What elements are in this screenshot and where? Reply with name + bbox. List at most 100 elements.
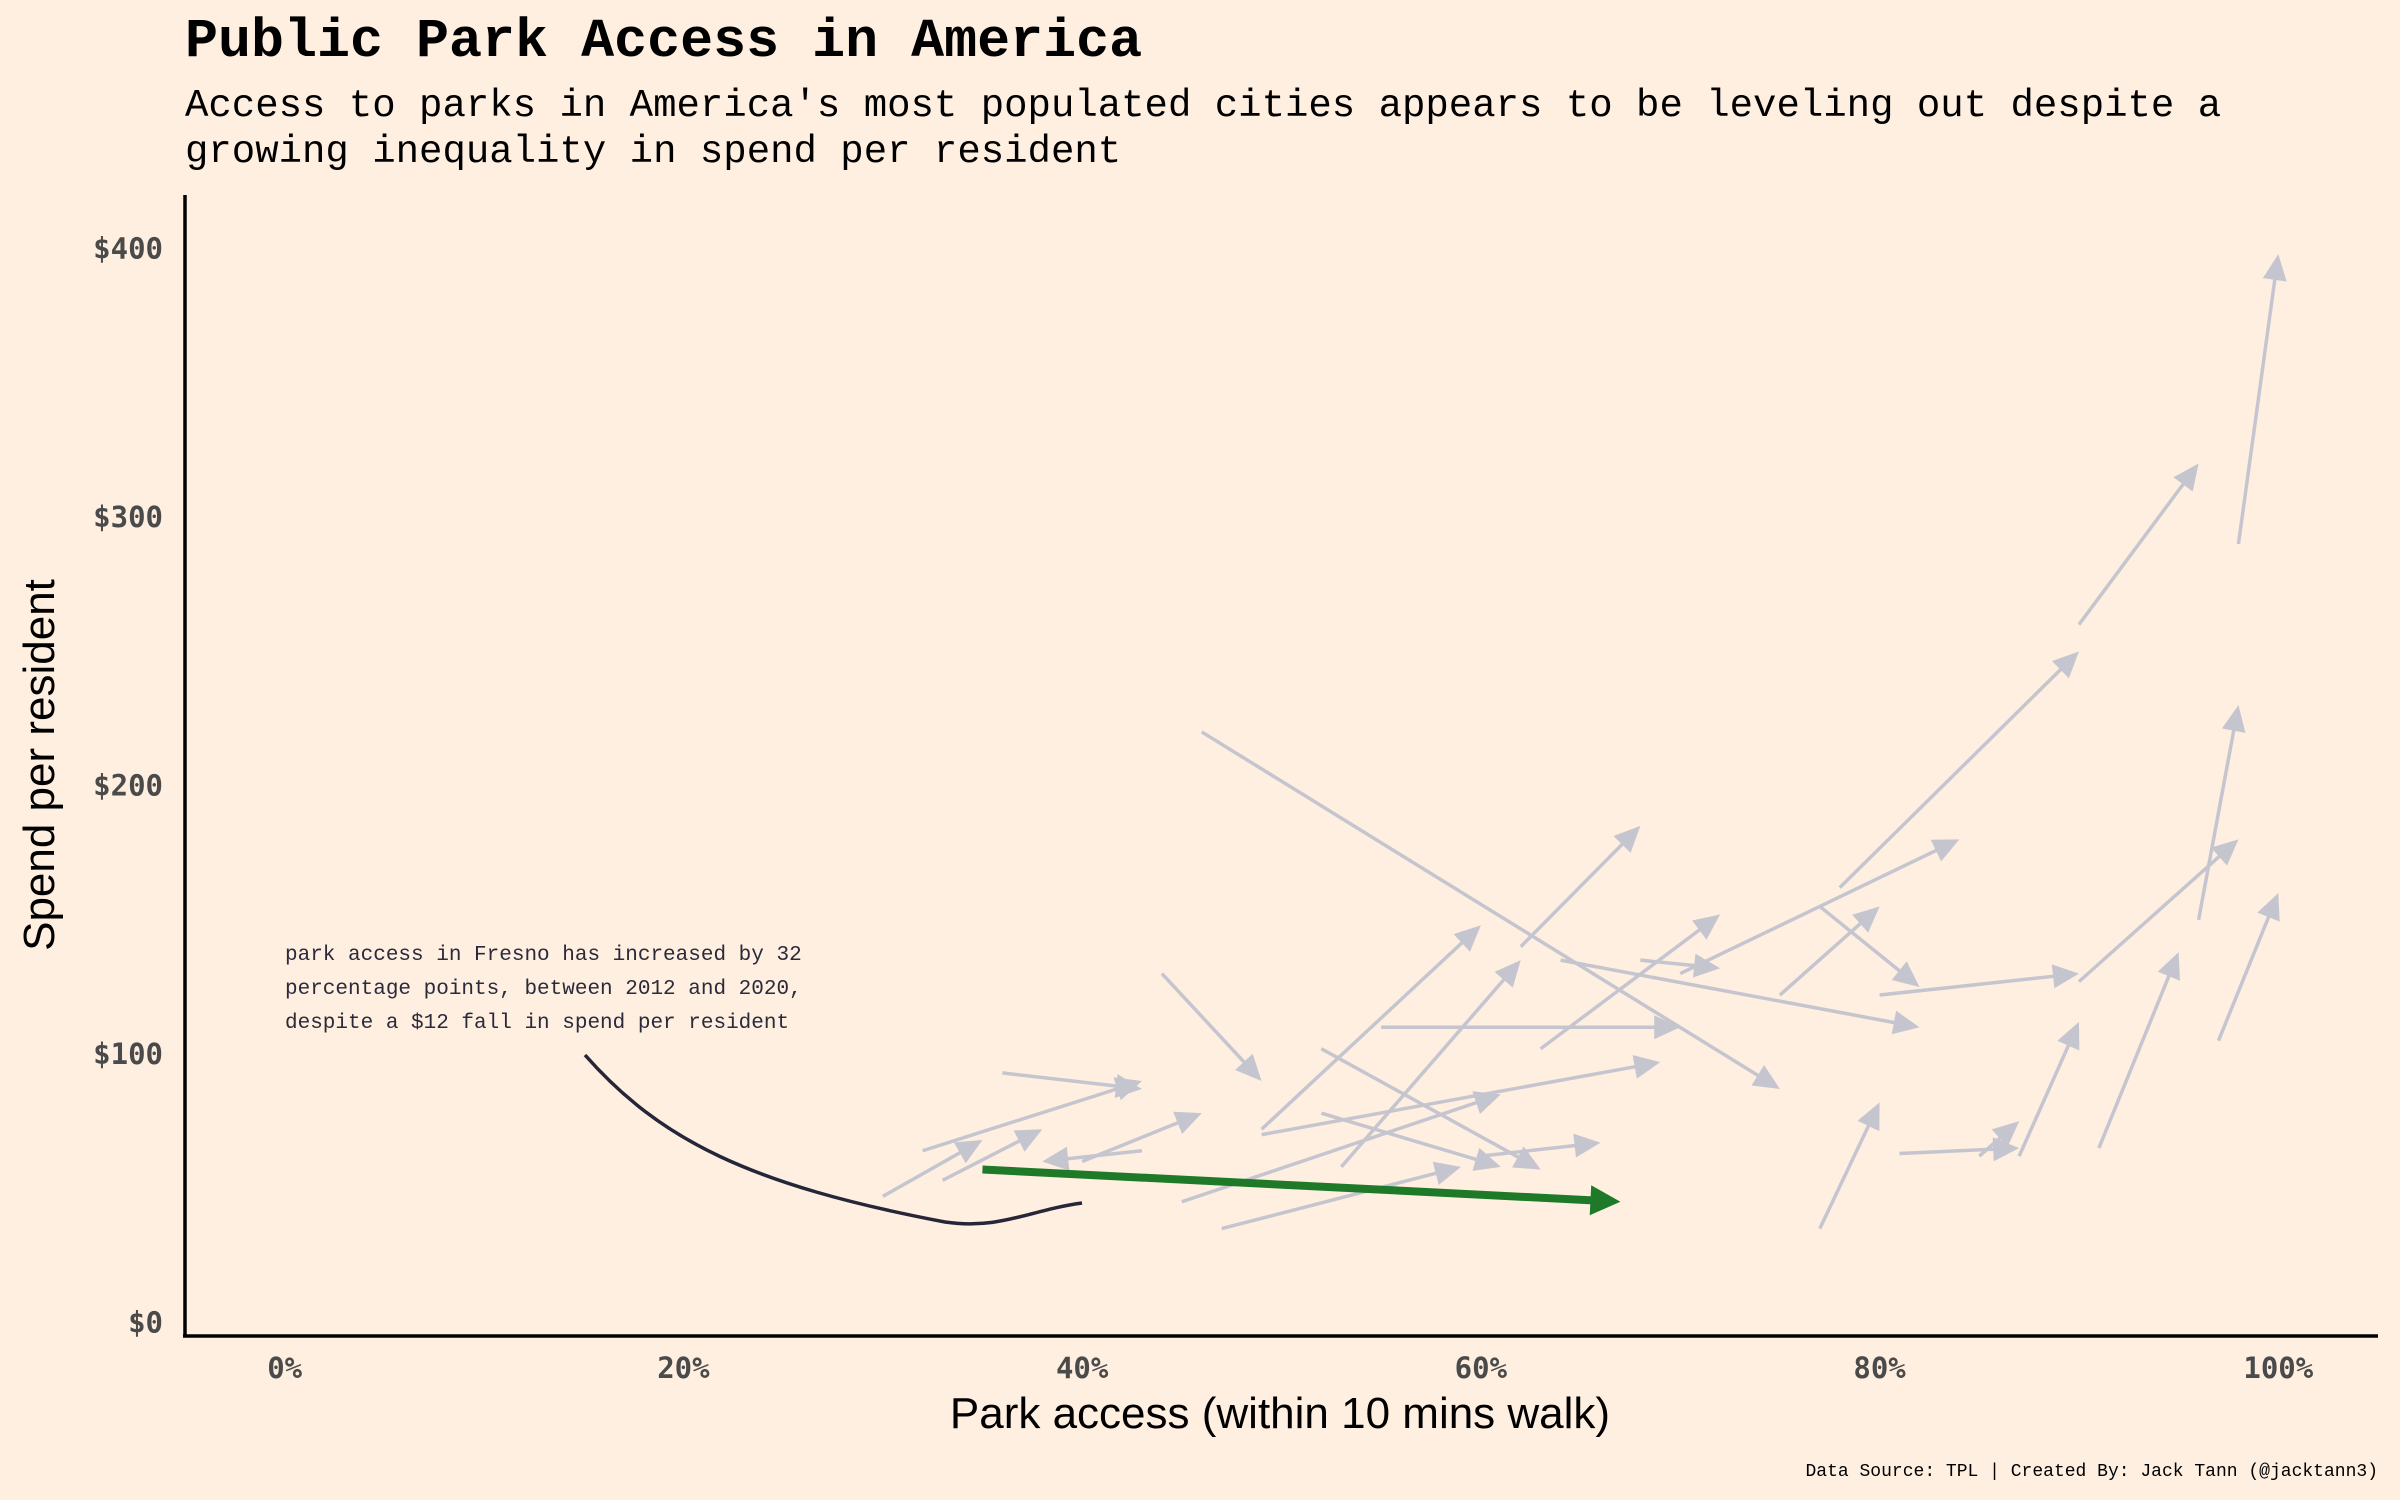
city-arrow-6-shaft	[2017, 1043, 2071, 1157]
city-arrow-2-head	[2052, 651, 2079, 679]
city-arrow-7-shaft	[2077, 854, 2222, 983]
city-arrow-16-head	[1654, 1015, 1681, 1040]
city-arrow-33-shaft	[1818, 1123, 1871, 1230]
chart-title: Public Park Access in America	[185, 10, 1143, 73]
city-arrow-2	[1838, 651, 2079, 889]
city-arrow-12-head	[1891, 1010, 1920, 1035]
city-arrow-15	[1519, 825, 1641, 948]
city-arrow-26-head	[1432, 1161, 1461, 1185]
city-arrow-5-head	[2157, 952, 2180, 981]
city-arrow-18-head	[1453, 925, 1481, 952]
city-arrow-34-head	[1992, 1137, 2020, 1162]
city-arrow-2-shaft	[1838, 667, 2064, 889]
axes-layer	[183, 195, 2378, 1338]
city-arrow-34-shaft	[1899, 1147, 1996, 1156]
city-arrow-8-shaft	[1879, 974, 2056, 997]
city-arrow-11-head	[1930, 839, 1960, 862]
city-arrow-10-head	[1852, 906, 1880, 933]
city-arrow-24	[1480, 1133, 1601, 1158]
city-arrow-17	[1640, 953, 1721, 978]
ticks-layer: 0% 20% 40% 60% 80% 100% $0 $100 $200 $300 $400	[93, 232, 2314, 1385]
city-arrow-11-shaft	[1679, 848, 1939, 976]
city-arrow-12-shaft	[1560, 958, 1897, 1025]
city-arrow-13	[1200, 730, 1780, 1090]
city-arrow-32-shaft	[1081, 1120, 1181, 1164]
y-tick-label-4: $400	[93, 232, 163, 266]
city-arrow-3-head	[2221, 705, 2246, 733]
city-arrow-14-head	[1692, 914, 1721, 940]
city-arrow-35-shaft	[1978, 1135, 2003, 1158]
city-arrow-0-shaft	[2236, 277, 2277, 545]
x-tick-label-0: 0%	[267, 1351, 302, 1385]
city-arrow-15-shaft	[1519, 841, 1625, 948]
x-tick-label-2: 40%	[1056, 1351, 1109, 1385]
city-arrow-8	[1879, 964, 2079, 997]
city-arrow-21-shaft	[1320, 1047, 1521, 1160]
city-arrow-29-shaft	[941, 1138, 1022, 1182]
city-arrow-24-shaft	[1480, 1143, 1577, 1158]
city-arrow-13-head	[1751, 1065, 1780, 1090]
city-arrow-14-shaft	[1539, 927, 1702, 1051]
city-arrow-28	[922, 1077, 1142, 1153]
city-arrow-1-head	[2173, 463, 2199, 492]
city-arrow-13-shaft	[1200, 730, 1761, 1078]
data-source-caption: Data Source: TPL | Created By: Jack Tann…	[1805, 1462, 2379, 1482]
city-arrow-23-shaft	[1261, 1064, 1637, 1137]
fresno-highlight-arrow	[982, 1165, 1621, 1216]
fresno-highlight-arrow-shaft	[982, 1165, 1593, 1205]
city-arrow-6-head	[2057, 1021, 2080, 1051]
city-arrow-19	[1339, 960, 1521, 1169]
city-arrow-11	[1679, 839, 1960, 976]
city-arrow-18	[1260, 925, 1481, 1131]
city-arrow-8-head	[2051, 964, 2079, 989]
annotation-line-3: despite a $12 fall in spend per resident	[285, 1012, 789, 1035]
city-arrow-4	[2216, 893, 2280, 1042]
city-arrow-9-shaft	[1818, 905, 1902, 974]
city-arrow-32-head	[1173, 1111, 1202, 1135]
city-arrow-24-head	[1573, 1133, 1601, 1158]
annotation-layer: park access in Fresno has increased by 3…	[285, 944, 1083, 1226]
city-arrow-19-shaft	[1339, 977, 1507, 1169]
city-arrow-31-head	[1042, 1146, 1070, 1171]
y-tick-label-1: $100	[93, 1037, 163, 1071]
annotation-line-1: park access in Fresno has increased by 3…	[285, 944, 802, 967]
city-arrow-0	[2236, 254, 2287, 545]
city-arrow-6	[2017, 1021, 2080, 1157]
city-arrow-26	[1221, 1161, 1461, 1231]
city-arrow-1-shaft	[2077, 481, 2186, 626]
city-arrow-5	[2097, 952, 2180, 1149]
city-arrow-20-shaft	[1160, 972, 1247, 1065]
city-arrow-22-head	[1472, 1147, 1501, 1171]
city-arrow-30-shaft	[881, 1150, 963, 1198]
y-axis-title: Spend per resident	[15, 579, 64, 951]
x-axis-title: Park access (within 10 mins walk)	[950, 1389, 1610, 1438]
city-arrow-0-head	[2262, 254, 2287, 282]
city-arrow-17-shaft	[1640, 958, 1697, 968]
city-arrow-32	[1081, 1111, 1202, 1164]
city-arrow-3	[2196, 705, 2246, 921]
city-arrow-4-head	[2257, 893, 2280, 922]
y-tick-label-3: $300	[93, 500, 163, 534]
chart-subtitle: Access to parks in America's most popula…	[185, 84, 2222, 174]
city-arrow-29-head	[1013, 1129, 1043, 1152]
annotation-line-2: percentage points, between 2012 and 2020…	[285, 978, 802, 1001]
fresno-highlight-arrow-head	[1589, 1185, 1621, 1216]
city-arrow-7-head	[2211, 839, 2239, 866]
arrows-layer	[881, 254, 2287, 1231]
city-arrow-10	[1778, 906, 1880, 997]
x-tick-label-4: 80%	[1853, 1351, 1906, 1385]
city-arrow-34	[1899, 1137, 2020, 1162]
city-arrow-23	[1261, 1055, 1661, 1137]
city-arrow-10-shaft	[1778, 921, 1863, 997]
city-arrow-29	[941, 1129, 1043, 1182]
city-arrow-16	[1381, 1015, 1681, 1040]
city-arrow-12	[1560, 958, 1920, 1035]
x-tick-label-3: 60%	[1455, 1351, 1508, 1385]
city-arrow-1	[2077, 463, 2199, 626]
annotation-curve	[583, 1053, 1083, 1226]
city-arrow-19-head	[1494, 960, 1521, 988]
city-arrow-26-shaft	[1221, 1171, 1439, 1231]
city-arrow-15-head	[1613, 825, 1641, 853]
city-arrow-20-head	[1235, 1053, 1262, 1081]
